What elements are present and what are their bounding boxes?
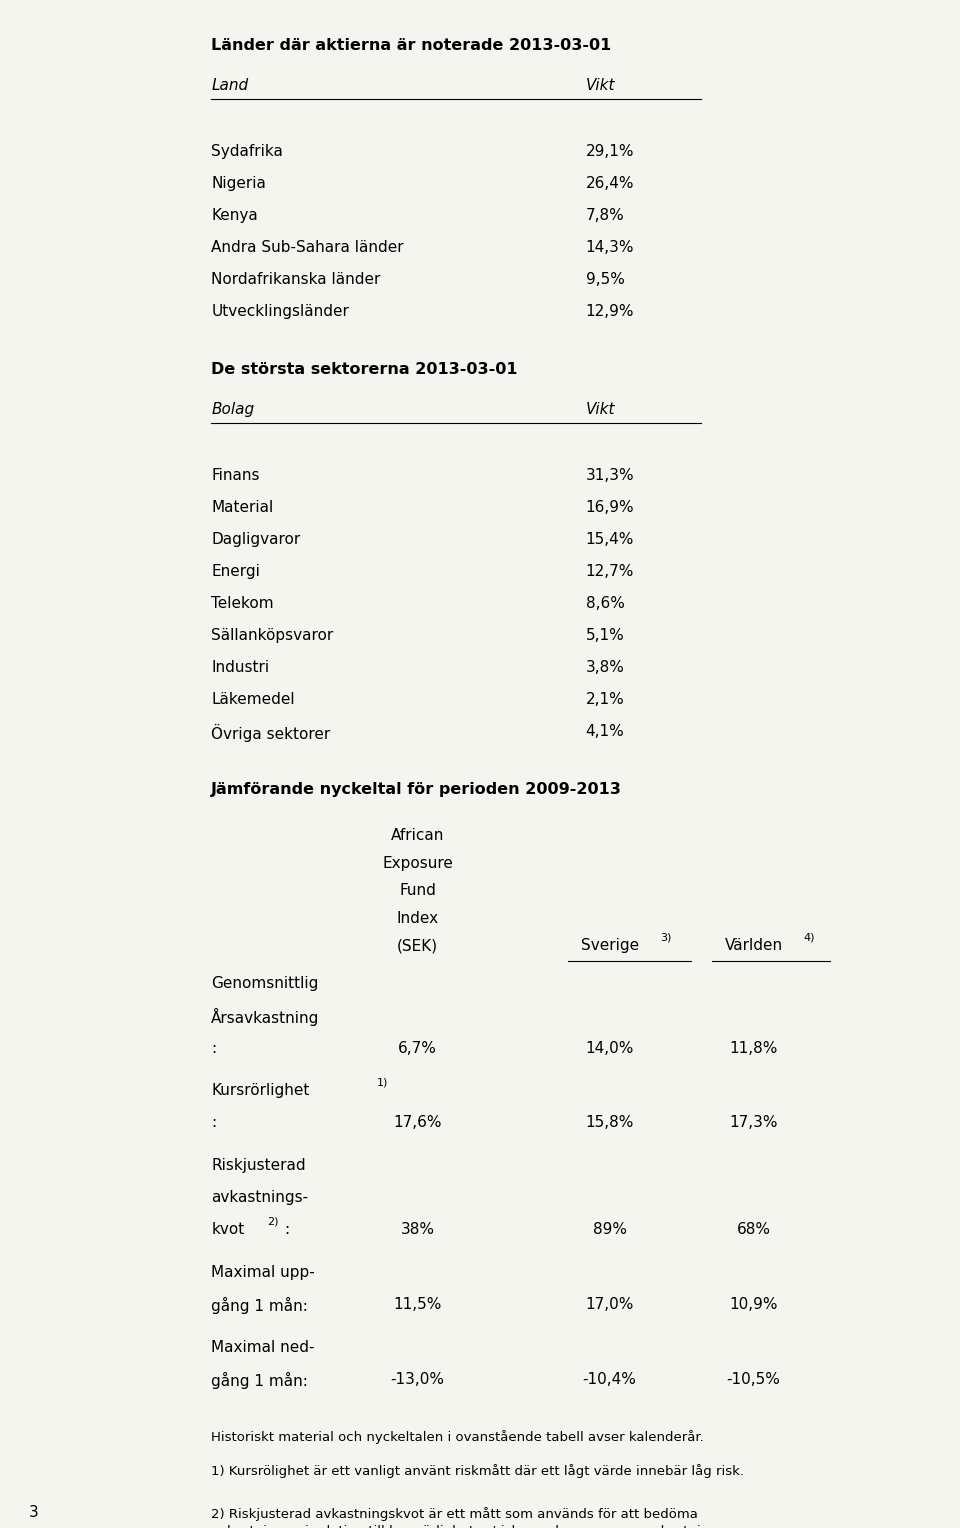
Text: 1): 1) [377,1077,389,1088]
Text: 9,5%: 9,5% [586,272,624,287]
Text: 17,3%: 17,3% [730,1115,778,1131]
Text: -10,5%: -10,5% [727,1372,780,1387]
Text: Exposure: Exposure [382,856,453,871]
Text: 12,9%: 12,9% [586,304,635,319]
Text: Finans: Finans [211,468,260,483]
Text: 29,1%: 29,1% [586,144,635,159]
Text: Index: Index [396,911,439,926]
Text: Vikt: Vikt [586,78,615,93]
Text: Genomsnittlig: Genomsnittlig [211,976,319,992]
Text: Historiskt material och nyckeltalen i ovanstående tabell avser kalenderår.: Historiskt material och nyckeltalen i ov… [211,1430,704,1444]
Text: gång 1 mån:: gång 1 mån: [211,1297,308,1314]
Text: Sällanköpsvaror: Sällanköpsvaror [211,628,333,643]
Text: Kursrörlighet: Kursrörlighet [211,1083,309,1099]
Text: Nigeria: Nigeria [211,176,266,191]
Text: 12,7%: 12,7% [586,564,634,579]
Text: Dagligvaror: Dagligvaror [211,532,300,547]
Text: 11,5%: 11,5% [394,1297,442,1313]
Text: 2) Riskjusterad avkastningskvot är ett mått som används för att bedöma
avkastnin: 2) Riskjusterad avkastningskvot är ett m… [211,1507,744,1528]
Text: 4): 4) [804,932,815,943]
Text: 15,4%: 15,4% [586,532,634,547]
Text: kvot: kvot [211,1222,245,1238]
Text: 31,3%: 31,3% [586,468,635,483]
Text: Övriga sektorer: Övriga sektorer [211,724,330,743]
Text: Fund: Fund [399,883,436,898]
Text: -10,4%: -10,4% [583,1372,636,1387]
Text: 38%: 38% [400,1222,435,1238]
Text: gång 1 mån:: gång 1 mån: [211,1372,308,1389]
Text: :: : [211,1115,216,1131]
Text: Sydafrika: Sydafrika [211,144,283,159]
Text: 4,1%: 4,1% [586,724,624,740]
Text: Industri: Industri [211,660,270,675]
Text: 11,8%: 11,8% [730,1041,778,1056]
Text: 7,8%: 7,8% [586,208,624,223]
Text: Kenya: Kenya [211,208,258,223]
Text: Länder där aktierna är noterade 2013-03-01: Länder där aktierna är noterade 2013-03-… [211,38,612,53]
Text: Land: Land [211,78,249,93]
Text: Andra Sub-Sahara länder: Andra Sub-Sahara länder [211,240,404,255]
Text: Telekom: Telekom [211,596,274,611]
Text: 8,6%: 8,6% [586,596,624,611]
Text: -13,0%: -13,0% [391,1372,444,1387]
Text: Riskjusterad: Riskjusterad [211,1158,306,1174]
Text: 3): 3) [660,932,672,943]
Text: 68%: 68% [736,1222,771,1238]
Text: Maximal upp-: Maximal upp- [211,1265,315,1280]
Text: Världen: Världen [725,938,782,953]
Text: :: : [211,1041,216,1056]
Text: Maximal ned-: Maximal ned- [211,1340,315,1355]
Text: 17,6%: 17,6% [394,1115,442,1131]
Text: 3: 3 [29,1505,38,1520]
Text: Bolag: Bolag [211,402,254,417]
Text: African: African [391,828,444,843]
Text: Nordafrikanska länder: Nordafrikanska länder [211,272,380,287]
Text: :: : [284,1222,289,1238]
Text: 10,9%: 10,9% [730,1297,778,1313]
Text: Utvecklingsländer: Utvecklingsländer [211,304,349,319]
Text: Årsavkastning: Årsavkastning [211,1008,320,1027]
Text: Energi: Energi [211,564,260,579]
Text: 2): 2) [267,1216,278,1227]
Text: Läkemedel: Läkemedel [211,692,295,707]
Text: avkastnings-: avkastnings- [211,1190,308,1206]
Text: 89%: 89% [592,1222,627,1238]
Text: Jämförande nyckeltal för perioden 2009-2013: Jämförande nyckeltal för perioden 2009-2… [211,782,622,798]
Text: 16,9%: 16,9% [586,500,635,515]
Text: 1) Kursrölighet är ett vanligt använt riskmått där ett lågt värde innebär låg ri: 1) Kursrölighet är ett vanligt använt ri… [211,1464,744,1478]
Text: 14,0%: 14,0% [586,1041,634,1056]
Text: 17,0%: 17,0% [586,1297,634,1313]
Text: Sverige: Sverige [581,938,638,953]
Text: De största sektorerna 2013-03-01: De största sektorerna 2013-03-01 [211,362,517,377]
Text: 5,1%: 5,1% [586,628,624,643]
Text: 6,7%: 6,7% [398,1041,437,1056]
Text: 15,8%: 15,8% [586,1115,634,1131]
Text: Material: Material [211,500,274,515]
Text: (SEK): (SEK) [397,938,438,953]
Text: 26,4%: 26,4% [586,176,635,191]
Text: Vikt: Vikt [586,402,615,417]
Text: 3,8%: 3,8% [586,660,624,675]
Text: 14,3%: 14,3% [586,240,635,255]
Text: 2,1%: 2,1% [586,692,624,707]
